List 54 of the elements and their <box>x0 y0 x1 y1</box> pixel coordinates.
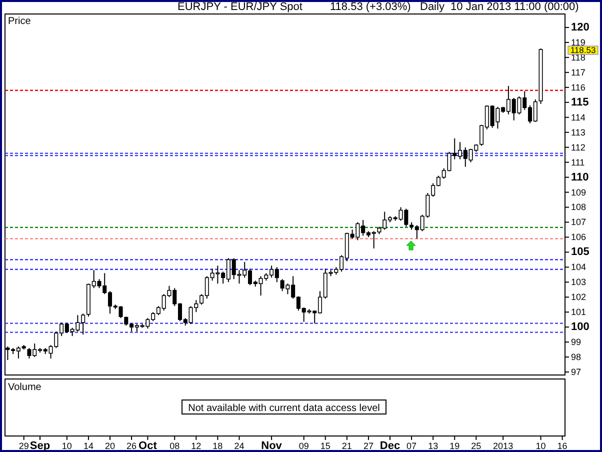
y-tick-label: 103 <box>571 277 586 288</box>
x-tick-label: 2013 <box>493 441 514 451</box>
x-tick-label: 09 <box>298 441 309 451</box>
text: Not available with current data access level <box>188 403 380 414</box>
x-tick-label: Nov <box>261 440 283 452</box>
y-tick-label: 120 <box>571 21 590 34</box>
x-tick-label: 07 <box>406 441 417 451</box>
x-tick-label: 29 <box>18 441 29 451</box>
x-tick-label: 19 <box>450 441 460 451</box>
y-tick-label: 115 <box>571 96 589 108</box>
y-tick-label: 107 <box>571 217 586 228</box>
x-tick-label: 24 <box>234 441 244 451</box>
chart-title: EURJPY - EUR/JPY Spot <box>178 1 302 13</box>
y-tick-label: 102 <box>571 292 586 302</box>
x-tick-label: 18 <box>212 441 223 451</box>
y-tick-label: 112 <box>571 142 586 152</box>
x-tick-label: 21 <box>342 441 352 451</box>
y-tick-label: 117 <box>571 67 586 78</box>
y-tick-label: 119 <box>571 37 586 48</box>
y-tick-label: 101 <box>571 307 586 318</box>
x-tick-label: 12 <box>191 441 202 451</box>
chart-subtitle: 118.53 (+3.03%) <box>330 1 411 13</box>
x-tick-label: Sep <box>30 440 50 452</box>
y-tick-label: 108 <box>571 202 586 212</box>
x-tick-label: 20 <box>104 441 116 451</box>
y-tick-label: 104 <box>571 262 586 272</box>
x-tick-label: 26 <box>126 441 137 451</box>
y-tick-label: 106 <box>571 232 586 242</box>
y-tick-label: 114 <box>571 112 586 122</box>
x-tick-label: 27 <box>363 441 374 451</box>
y-tick-label: 110 <box>571 171 589 184</box>
x-tick-label: 14 <box>83 441 94 451</box>
y-tick-label: 113 <box>571 127 586 138</box>
y-tick-label: 116 <box>571 82 586 92</box>
y-tick-label: 99 <box>571 337 582 348</box>
x-tick-label: 15 <box>320 441 330 451</box>
x-tick-label: Oct <box>138 440 158 452</box>
y-tick-label: 109 <box>571 187 586 198</box>
x-tick-label: 25 <box>471 441 482 451</box>
text: Volume <box>8 382 42 393</box>
y-tick-label: 105 <box>571 246 590 258</box>
y-axis-title: Price <box>8 16 32 27</box>
x-tick-label: 16 <box>557 441 568 451</box>
x-tick-label: 10 <box>536 441 546 451</box>
y-tick-label: 98 <box>571 352 582 362</box>
x-tick-label: 10 <box>62 441 72 451</box>
x-tick-label: 08 <box>170 441 180 451</box>
x-tick-label: Dec <box>380 440 400 452</box>
y-tick-label: 111 <box>571 157 585 168</box>
text: Daily 10 Jan 2013 11:00 (00:00) <box>420 1 579 13</box>
text: 118.53 <box>570 45 596 56</box>
y-tick-label: 100 <box>571 321 590 334</box>
x-tick-label: 13 <box>428 441 438 451</box>
y-tick-label: 97 <box>571 367 582 378</box>
